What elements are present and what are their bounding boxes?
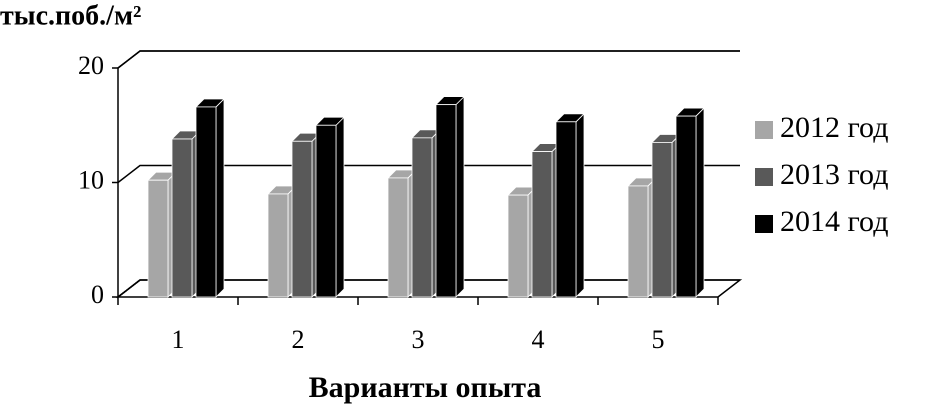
bar-side: [455, 95, 465, 298]
bar: [267, 193, 289, 298]
bar-side: [335, 116, 345, 298]
y-tick-label: 20: [78, 51, 104, 80]
bar: [387, 177, 409, 298]
x-tick-label: 1: [172, 325, 185, 354]
legend-label: 2012 год: [780, 111, 888, 144]
bar-side: [575, 112, 585, 298]
x-tick-label: 2: [292, 325, 305, 354]
x-tick-label: 4: [532, 325, 545, 354]
bar: [675, 115, 697, 298]
bar: [627, 185, 649, 298]
side-wall: [117, 68, 141, 299]
y-tick-label: 0: [91, 280, 104, 309]
grid-line: [117, 50, 740, 69]
y-axis-label: тыс.поб./м²: [0, 0, 141, 31]
bar-side: [215, 97, 225, 298]
bar: [315, 124, 337, 298]
legend-label: 2014 год: [780, 205, 888, 238]
bar: [291, 140, 313, 298]
legend-label: 2013 год: [780, 158, 888, 191]
bar-side: [695, 107, 705, 298]
bar: [651, 142, 673, 298]
bar: [411, 137, 433, 298]
bar: [531, 151, 553, 298]
x-axis-label: Варианты опыта: [309, 371, 542, 404]
back-wall: [117, 50, 740, 69]
legend-swatch: [755, 121, 773, 139]
legend-swatch: [755, 168, 773, 186]
bar: [195, 106, 217, 298]
bar: [171, 138, 193, 298]
y-tick-label: 10: [78, 165, 104, 194]
legend-swatch: [755, 215, 773, 233]
x-tick-label: 5: [652, 325, 665, 354]
x-tick-label: 3: [412, 325, 425, 354]
bar: [507, 194, 529, 298]
bar: [147, 179, 169, 298]
bar: [555, 121, 577, 298]
bar: [435, 104, 457, 298]
